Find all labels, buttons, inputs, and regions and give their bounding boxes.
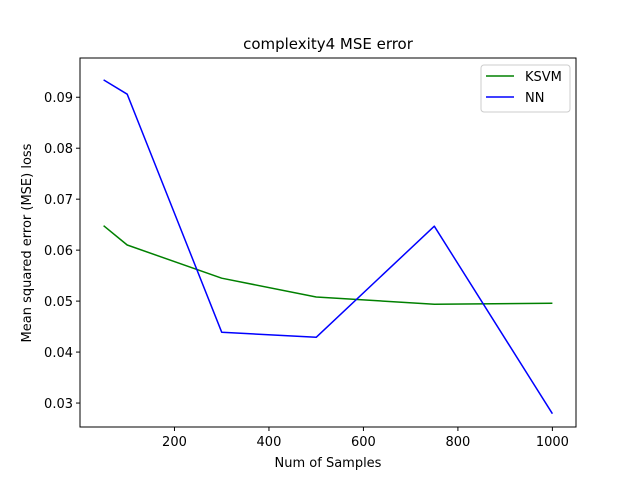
legend: KSVM NN xyxy=(480,64,571,113)
y-tick-label: 0.09 xyxy=(44,91,73,106)
y-tick-label: 0.04 xyxy=(44,346,73,361)
y-tick-label: 0.05 xyxy=(44,295,73,310)
y-tick-label: 0.06 xyxy=(44,244,73,259)
x-tick-label: 1000 xyxy=(536,435,569,450)
legend-label-nn: NN xyxy=(525,91,544,106)
y-axis-label: Mean squared error (MSE) loss xyxy=(20,143,35,342)
y-tick-label: 0.07 xyxy=(44,193,73,208)
x-tick-label: 600 xyxy=(351,435,376,450)
x-axis-label: Num of Samples xyxy=(275,456,382,471)
x-tick-label: 400 xyxy=(257,435,282,450)
y-tick-label: 0.03 xyxy=(44,397,73,412)
plot-area xyxy=(103,79,554,415)
series-line-nn xyxy=(103,79,554,415)
y-tick-label: 0.08 xyxy=(44,142,73,157)
x-tick-label: 800 xyxy=(445,435,470,450)
series-line-ksvm xyxy=(103,225,553,305)
x-axis: 200 400 600 800 1000 xyxy=(162,427,569,450)
chart-title: complexity4 MSE error xyxy=(243,35,414,53)
x-tick-label: 200 xyxy=(162,435,187,450)
y-axis: 0.03 0.04 0.05 0.06 0.07 0.08 0.09 xyxy=(44,91,80,412)
legend-label-ksvm: KSVM xyxy=(525,70,562,85)
axes-frame xyxy=(79,57,577,428)
